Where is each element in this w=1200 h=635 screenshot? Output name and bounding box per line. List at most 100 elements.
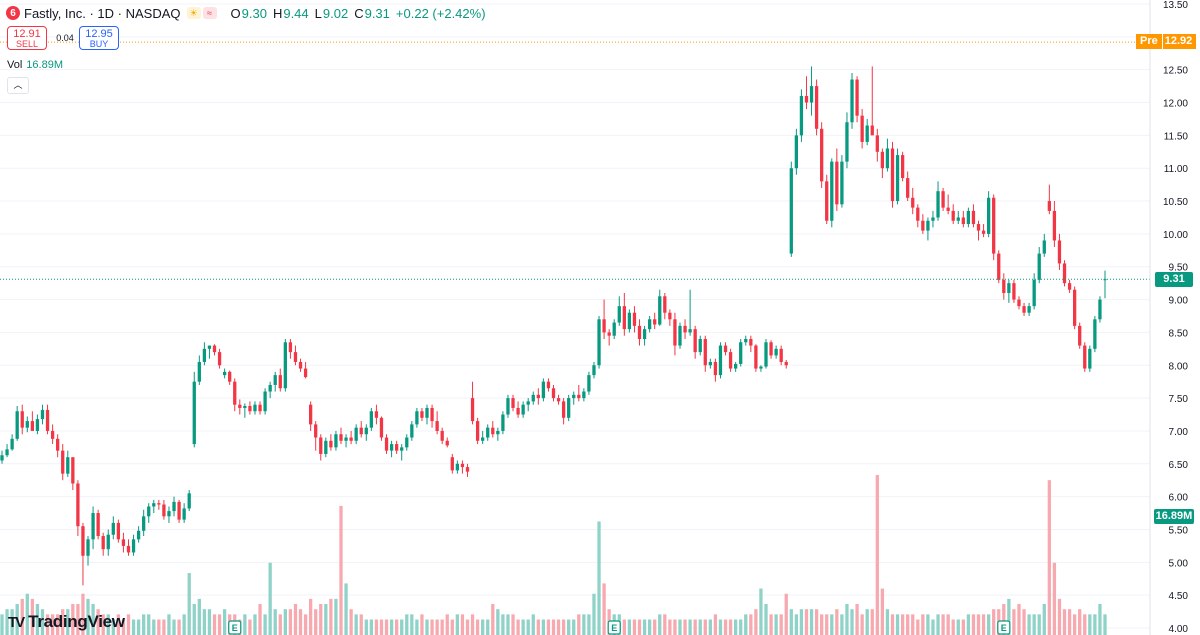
buy-button[interactable]: 12.95 BUY (79, 26, 119, 50)
candle-body (921, 220, 925, 231)
volume-bar (126, 614, 131, 635)
candle-body (86, 539, 90, 556)
volume-bar (182, 614, 186, 635)
volume-bar (1103, 614, 1107, 635)
volume-bar (744, 614, 748, 635)
candle-body (870, 125, 874, 136)
volume-bar (506, 614, 510, 635)
volume-bar (647, 619, 652, 635)
candle-body (197, 361, 201, 382)
sell-button[interactable]: 12.91 SELL (7, 26, 47, 50)
candle-body (642, 329, 647, 339)
change-value: +0.22 (+2.42%) (395, 5, 486, 21)
volume-bar (556, 619, 561, 635)
volume-bar (961, 619, 965, 635)
fastly-logo-icon: 6 (6, 6, 20, 20)
candle-body (931, 217, 935, 221)
tradingview-logo[interactable]: TV TradingView (8, 612, 125, 632)
candle-body (764, 342, 768, 367)
candle-body (192, 381, 196, 445)
volume-bar (1078, 609, 1082, 635)
volume-bar (875, 475, 879, 635)
earnings-markers[interactable]: EEEE (228, 620, 1200, 635)
volume-bar (642, 619, 647, 635)
last-volume-tag: 16.89M (1154, 509, 1194, 524)
candle-body (541, 381, 546, 399)
candle-body (577, 394, 581, 399)
candle-body (632, 312, 637, 326)
close-value: 9.31 (364, 5, 390, 21)
volume-bar (298, 609, 303, 635)
volume-bar (40, 609, 45, 635)
candle-body (1088, 348, 1092, 369)
volume-bar (536, 619, 540, 635)
open-label: O (230, 5, 241, 21)
volume-bar (546, 619, 551, 635)
candle-body (961, 217, 965, 225)
volume-bar (718, 619, 723, 635)
volume-bar (20, 598, 24, 635)
volume-bar (455, 614, 460, 635)
volume-bar (308, 598, 313, 635)
candle-body (238, 404, 242, 408)
volume-bar (1093, 614, 1097, 635)
volume-legend[interactable]: Vol 16.89M (7, 59, 63, 71)
market-status-icon[interactable]: ≈ (202, 7, 217, 19)
volume-bar (374, 619, 379, 635)
volume-bar (723, 619, 728, 635)
candle-body (339, 434, 343, 441)
volume-bar (653, 619, 657, 635)
volume-bar (764, 604, 768, 635)
low-value: 9.02 (322, 5, 349, 21)
low-label: L (314, 5, 322, 21)
volume-bar (658, 614, 662, 635)
candle-body (273, 375, 277, 385)
candle-body (658, 296, 662, 325)
candle-body (10, 438, 14, 450)
volume-bar (966, 614, 971, 635)
candle-body (976, 224, 981, 231)
candle-body (531, 394, 535, 402)
candle-body (96, 513, 100, 537)
candle-body (334, 434, 338, 448)
candle-body (885, 148, 890, 169)
price-tick-label: 8.50 (1169, 328, 1189, 339)
volume-bar (592, 593, 596, 635)
sun-icon[interactable]: ☀ (186, 7, 201, 19)
candle-body (744, 338, 748, 343)
candle-body (1052, 210, 1057, 241)
symbol-title[interactable]: Fastly, Inc. · 1D · NASDAQ (24, 5, 181, 21)
candle-body (845, 122, 849, 162)
candle-body (693, 329, 697, 353)
chart-grid (0, 3, 1150, 629)
premarket-value: 12.92 (1161, 34, 1197, 49)
volume-bar (976, 614, 981, 635)
volume-bar (936, 614, 940, 635)
candle-body (774, 348, 778, 356)
candle-body (349, 437, 353, 441)
buy-label: BUY (89, 39, 109, 49)
candle-body (1098, 299, 1102, 320)
candle-body (1057, 240, 1062, 264)
candle-body (561, 401, 566, 418)
candle-body (25, 421, 29, 428)
candle-body (1007, 283, 1011, 294)
candle-body (592, 365, 596, 376)
candle-body (734, 363, 738, 369)
chevron-up-icon[interactable]: ︿ (7, 77, 29, 94)
volume-bar (728, 619, 733, 635)
volume-bar (410, 614, 414, 635)
candle-body (369, 411, 373, 428)
price-axis[interactable]: 4.00 4.50 5.00 5.50 6.00 6.50 7.00 7.50 8.00 8.50… (1149, 0, 1189, 635)
volume-bar (582, 614, 586, 635)
candle-body (314, 424, 318, 438)
volume-bar (860, 614, 864, 635)
candle-body (825, 181, 829, 221)
spread-value: 0.04 (56, 33, 74, 43)
candle-body (597, 319, 601, 366)
candle-body (222, 371, 227, 376)
volume-bar (825, 614, 829, 635)
candle-body (986, 197, 991, 234)
candle-body (506, 398, 510, 415)
